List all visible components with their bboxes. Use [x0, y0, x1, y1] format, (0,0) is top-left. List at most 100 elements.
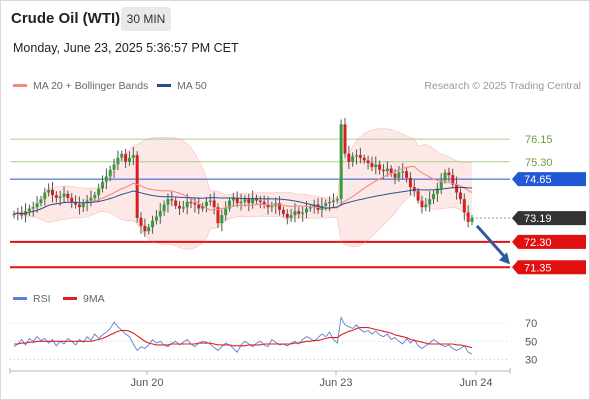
ma50-line	[13, 186, 473, 215]
candle-body-60	[243, 199, 247, 202]
candle-body-76	[305, 208, 309, 213]
candle-body-107	[424, 204, 428, 208]
candle-body-5	[31, 207, 35, 209]
candle-body-94	[374, 164, 378, 168]
candle-body-48	[197, 204, 201, 209]
level-label-5: 71.35	[524, 262, 552, 274]
candle-body-18	[81, 203, 85, 208]
candle-body-19	[85, 200, 89, 204]
candle-body-105	[416, 191, 420, 201]
candle-body-14	[66, 193, 70, 198]
candle-body-43	[177, 205, 181, 209]
projection-arrowhead	[499, 252, 510, 265]
x-tick-label-2: Jun 24	[459, 377, 492, 389]
candle-body-32	[135, 155, 139, 218]
candle-body-67	[270, 205, 274, 208]
candle-body-108	[428, 199, 432, 205]
candle-body-15	[70, 197, 74, 202]
candle-body-47	[193, 203, 197, 205]
x-tick-label-0: Jun 20	[130, 377, 163, 389]
x-tick-label-1: Jun 23	[319, 377, 352, 389]
candle-body-66	[266, 204, 270, 208]
candle-body-20	[89, 197, 93, 201]
legend-rsi-label: RSI	[33, 293, 51, 305]
candle-body-103	[408, 177, 412, 188]
candle-body-85	[339, 124, 343, 200]
candle-body-0	[12, 213, 16, 216]
candle-body-8	[43, 192, 47, 200]
candle-body-98	[389, 168, 393, 174]
level-label-0: 76.15	[525, 134, 553, 146]
rsi-tick-0: 70	[525, 318, 537, 330]
candle-body-92	[366, 160, 370, 164]
timestamp: Monday, June 23, 2025 5:36:57 PM CET	[13, 41, 239, 55]
candle-body-88	[351, 156, 355, 162]
candle-body-81	[324, 203, 328, 206]
candle-body-96	[381, 169, 385, 172]
candle-body-112	[443, 172, 447, 181]
candle-body-29	[124, 153, 128, 162]
candle-body-54	[220, 215, 224, 224]
legend-ma50-swatch	[157, 83, 171, 87]
candle-body-65	[262, 201, 266, 205]
candle-body-104	[412, 187, 416, 192]
legend-bollinger-swatch	[13, 83, 27, 87]
candle-body-118	[466, 212, 470, 222]
candle-body-64	[258, 200, 262, 202]
level-tag-4	[512, 234, 586, 249]
candle-body-117	[462, 199, 466, 213]
candle-body-75	[301, 212, 305, 214]
candle-body-87	[347, 153, 351, 162]
candle-body-56	[228, 200, 232, 209]
level-tag-5	[512, 260, 586, 275]
candle-body-115	[455, 184, 459, 193]
candle-body-6	[35, 203, 39, 208]
candle-body-4	[27, 208, 31, 212]
candle-body-119	[470, 218, 474, 222]
candle-body-41	[170, 199, 174, 201]
bollinger-lower	[13, 193, 473, 250]
legend-rsi-ma-swatch	[63, 296, 77, 300]
candle-body-52	[212, 200, 216, 208]
candle-body-46	[189, 201, 193, 204]
candle-body-13	[62, 193, 66, 197]
candle-body-22	[97, 188, 101, 196]
candle-body-44	[181, 207, 185, 209]
candle-body-69	[278, 203, 282, 210]
candle-body-83	[331, 200, 335, 202]
timeframe-badge[interactable]: 30 MIN	[121, 7, 171, 31]
candle-body-57	[231, 197, 235, 201]
candle-body-49	[201, 205, 205, 209]
level-tag-3	[512, 211, 586, 226]
candle-body-101	[401, 171, 405, 173]
candle-body-36	[151, 220, 155, 228]
candle-body-72	[289, 215, 293, 218]
candle-body-86	[343, 124, 347, 154]
level-label-4: 72.30	[524, 237, 552, 249]
candle-body-37	[154, 216, 158, 221]
candle-body-35	[147, 227, 151, 232]
candle-body-31	[131, 155, 135, 158]
candle-body-23	[101, 181, 105, 189]
candle-body-45	[185, 201, 189, 208]
candle-body-50	[204, 201, 208, 206]
legend-bollinger-label: MA 20 + Bollinger Bands	[33, 80, 149, 92]
candle-body-82	[328, 201, 332, 204]
candle-body-90	[358, 155, 362, 158]
level-label-3: 73.19	[524, 213, 552, 225]
candle-body-91	[362, 157, 366, 161]
candle-body-62	[251, 197, 255, 204]
candle-body-11	[54, 195, 58, 198]
legend-ma50-label: MA 50	[177, 80, 207, 92]
candle-body-26	[112, 164, 116, 170]
candle-body-33	[139, 217, 143, 226]
candle-body-10	[50, 189, 54, 196]
candle-body-89	[355, 155, 359, 157]
candle-body-109	[432, 193, 436, 200]
candle-body-7	[39, 199, 43, 204]
candle-body-27	[116, 157, 120, 165]
candle-body-106	[420, 200, 424, 208]
bollinger-band-fill	[14, 128, 472, 250]
candle-body-116	[458, 192, 462, 200]
candle-body-40	[166, 199, 170, 205]
